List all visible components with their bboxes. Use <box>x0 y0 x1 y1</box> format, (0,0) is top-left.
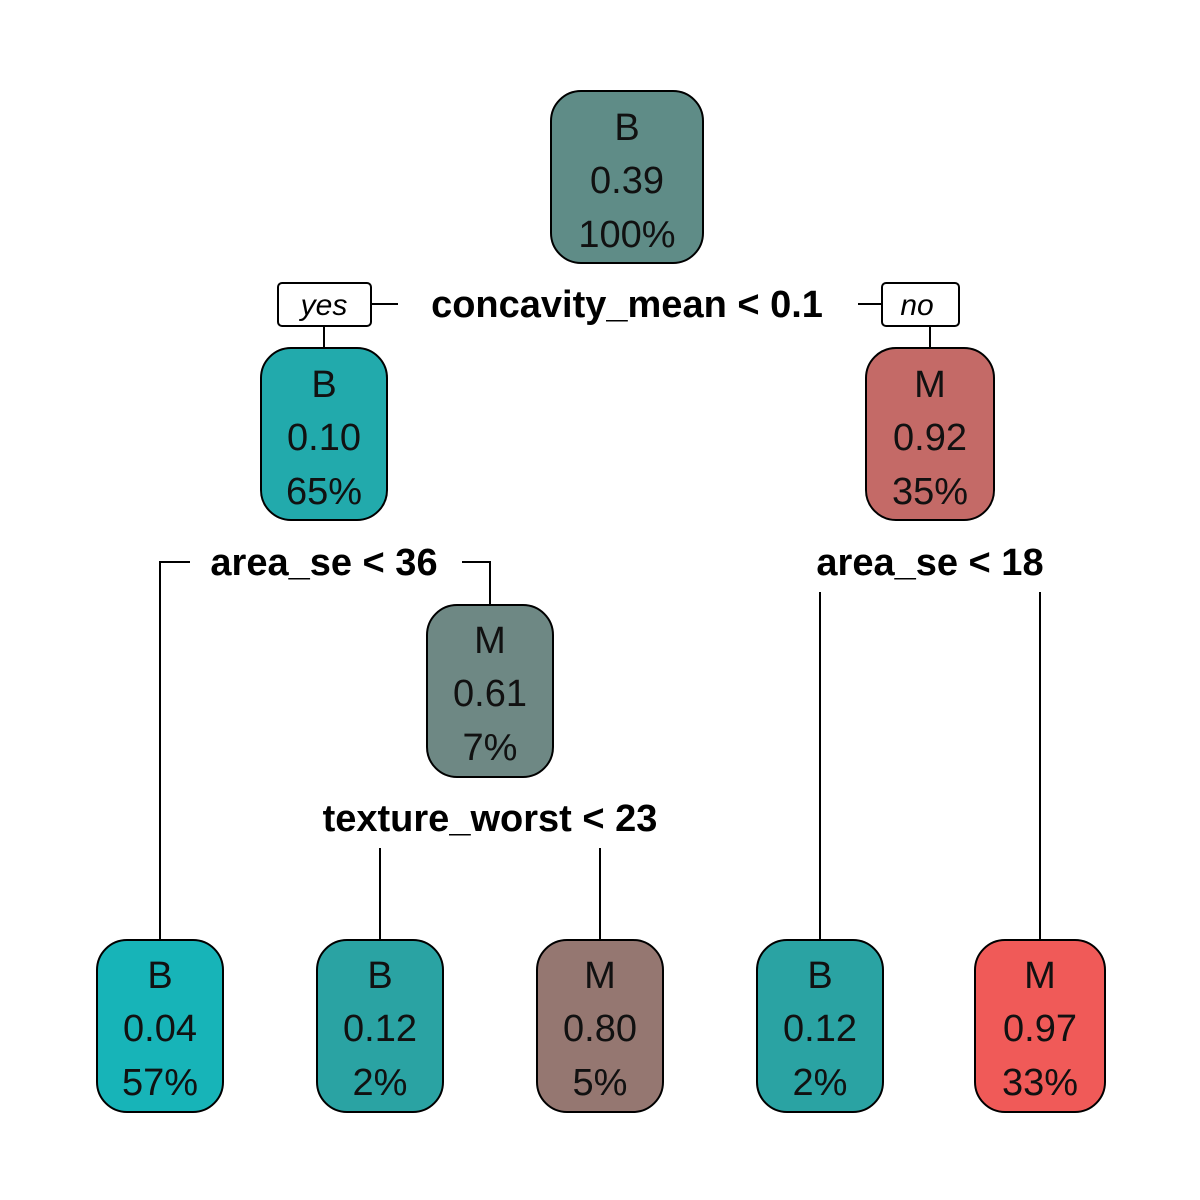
tree-leaf-5: M 0.97 33% <box>974 939 1106 1113</box>
node-prob: 0.97 <box>1003 1008 1077 1050</box>
edges <box>159 303 1041 940</box>
node-pct: 33% <box>1002 1062 1078 1104</box>
node-box <box>316 939 444 1113</box>
node-box <box>865 347 995 521</box>
node-pct: 65% <box>286 471 362 513</box>
node-class: M <box>474 620 506 662</box>
node-class: B <box>367 955 392 997</box>
branch-yes-text: yes <box>299 289 348 322</box>
node-prob: 0.12 <box>783 1008 857 1050</box>
branch-yes-label: yes <box>277 282 372 327</box>
tree-node-n2: B 0.10 65% <box>260 347 388 521</box>
node-pct: 2% <box>353 1062 408 1104</box>
node-class: B <box>311 364 336 406</box>
node-prob: 0.61 <box>453 673 527 715</box>
node-class: M <box>1024 955 1056 997</box>
node-box <box>756 939 884 1113</box>
tree-node-n3: M 0.92 35% <box>865 347 995 521</box>
node-box <box>260 347 388 521</box>
split-label-n2: area_se < 36 <box>210 542 437 584</box>
branch-no-label: no <box>881 282 960 327</box>
node-class: M <box>584 955 616 997</box>
split-label-root: concavity_mean < 0.1 <box>431 284 823 326</box>
node-class: B <box>147 955 172 997</box>
tree-leaf-3: M 0.80 5% <box>536 939 664 1113</box>
node-prob: 0.80 <box>563 1008 637 1050</box>
split-label-n5: texture_worst < 23 <box>323 798 658 840</box>
node-pct: 5% <box>573 1062 628 1104</box>
node-class: M <box>914 364 946 406</box>
node-pct: 35% <box>892 471 968 513</box>
node-prob: 0.10 <box>287 417 361 459</box>
node-class: B <box>614 107 639 149</box>
branch-no-text: no <box>900 289 933 322</box>
node-box <box>550 90 704 264</box>
tree-node-n5: M 0.61 7% <box>426 604 554 778</box>
tree-leaf-4: B 0.12 2% <box>756 939 884 1113</box>
node-prob: 0.92 <box>893 417 967 459</box>
tree-node-root: B 0.39 100% <box>550 90 704 264</box>
node-pct: 57% <box>122 1062 198 1104</box>
node-box <box>96 939 224 1113</box>
node-box <box>974 939 1106 1113</box>
node-prob: 0.12 <box>343 1008 417 1050</box>
tree-leaf-1: B 0.04 57% <box>96 939 224 1113</box>
node-prob: 0.04 <box>123 1008 197 1050</box>
node-prob: 0.39 <box>590 160 664 202</box>
node-box <box>536 939 664 1113</box>
node-class: B <box>807 955 832 997</box>
edge-n2-left <box>159 561 190 940</box>
node-box <box>426 604 554 778</box>
edge-n2-right <box>462 561 491 605</box>
node-pct: 2% <box>793 1062 848 1104</box>
tree-leaf-2: B 0.12 2% <box>316 939 444 1113</box>
split-label-n3: area_se < 18 <box>816 542 1043 584</box>
node-pct: 7% <box>463 727 518 769</box>
node-pct: 100% <box>578 214 675 256</box>
